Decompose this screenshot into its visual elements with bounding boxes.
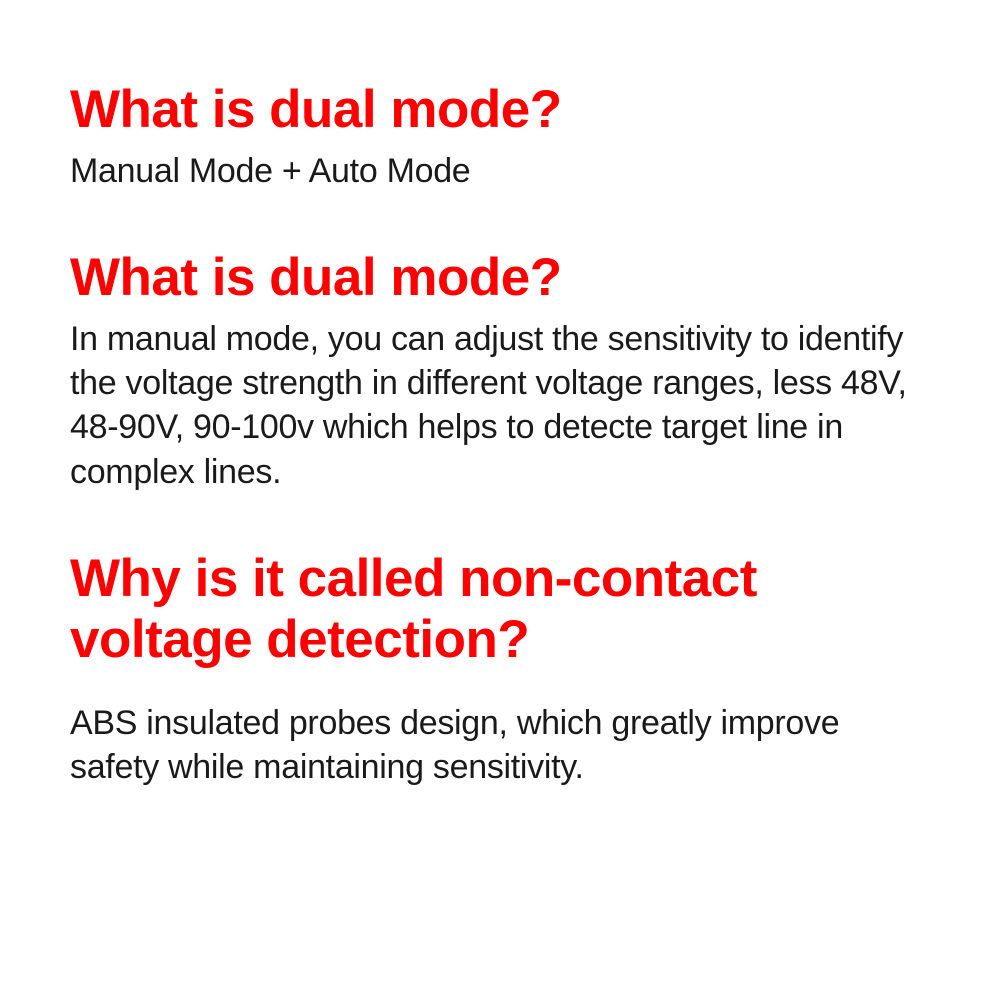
faq-heading-1: What is dual mode? bbox=[70, 80, 930, 141]
faq-heading-3: Why is it called non-contact voltage det… bbox=[70, 549, 930, 671]
faq-body-2: In manual mode, you can adjust the sensi… bbox=[70, 317, 930, 494]
faq-section-1: What is dual mode? Manual Mode + Auto Mo… bbox=[70, 80, 930, 193]
faq-section-3: Why is it called non-contact voltage det… bbox=[70, 549, 930, 789]
faq-body-1: Manual Mode + Auto Mode bbox=[70, 149, 930, 193]
faq-body-3: ABS insulated probes design, which great… bbox=[70, 701, 930, 789]
faq-heading-2: What is dual mode? bbox=[70, 248, 930, 309]
faq-section-2: What is dual mode? In manual mode, you c… bbox=[70, 248, 930, 494]
